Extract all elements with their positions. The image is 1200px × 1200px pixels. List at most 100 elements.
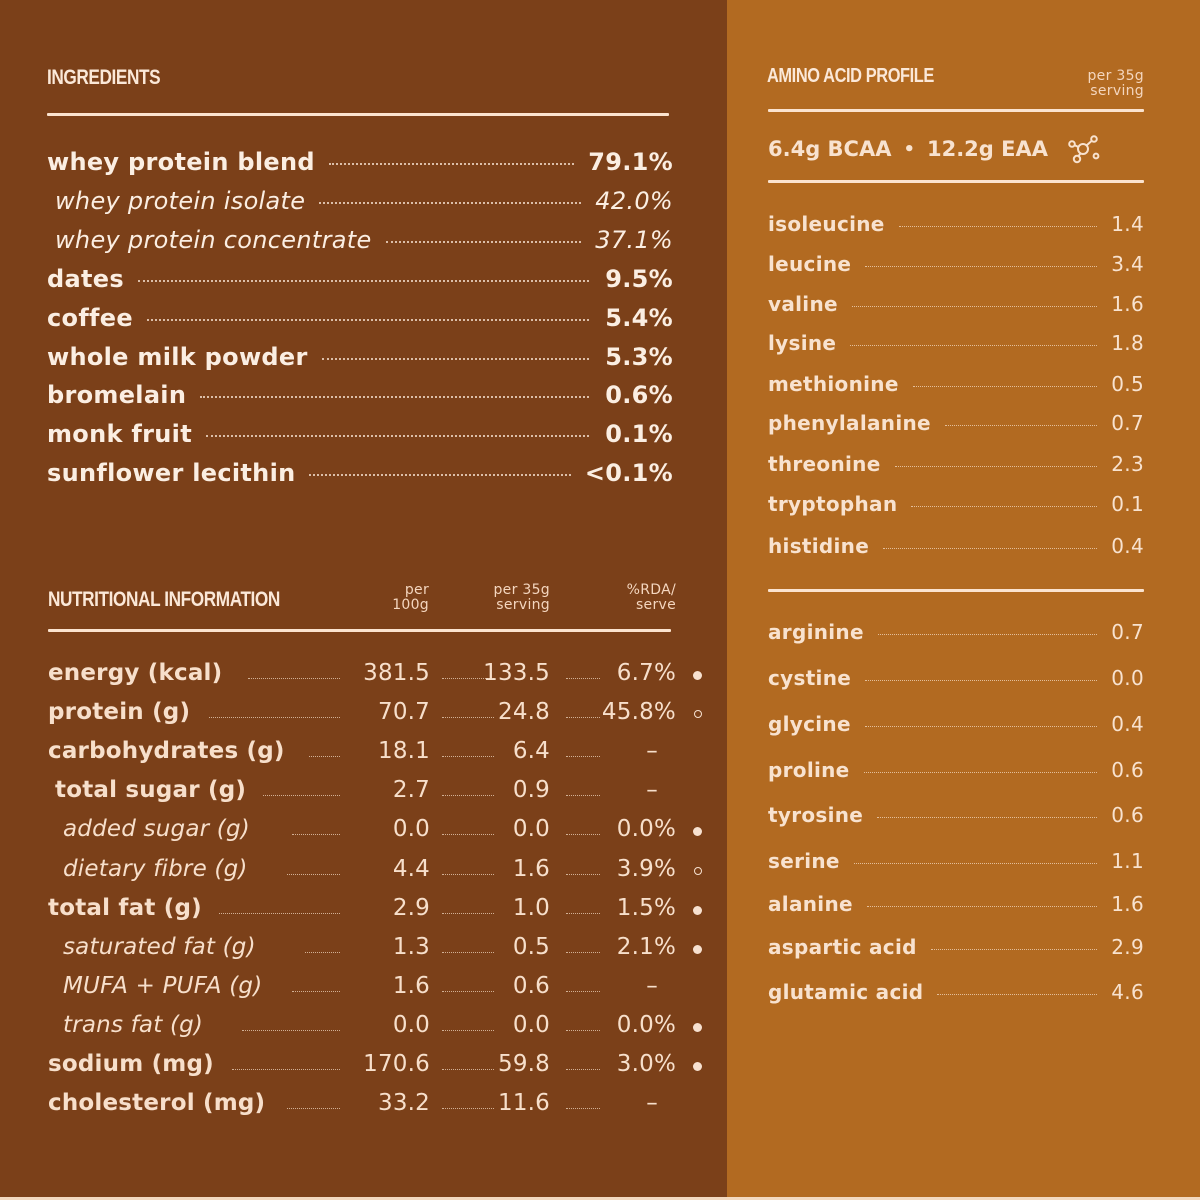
amino-row: methionine 0.5 [768,372,1144,400]
nutrition-row: MUFA + PUFA (g) 1.6 0.6 – [48,973,708,1005]
dot-leader [566,873,600,875]
rda-value: 1.5% [616,894,676,921]
amino-name: isoleucine [768,212,885,236]
nutrient-name: dietary fibre (g) [63,855,248,882]
per-serving-value: 0.5 [512,933,550,960]
dot-leader [566,1108,600,1110]
ingredient-percent: <0.1% [584,459,673,487]
rda-filled-dot-icon [693,1062,702,1071]
amino-name: proline [768,758,850,782]
dot-leader [287,1108,340,1110]
ingredient-name: coffee [47,304,133,332]
rda-value: 6.7% [616,660,676,686]
nutrition-row: added sugar (g) 0.0 0.0 0.0% [48,816,708,848]
dot-leader [442,834,494,836]
dot-leader [442,1108,494,1110]
ingredient-name: whey protein blend [47,148,315,176]
ingredient-row: whey protein isolate 42.0% [55,187,673,219]
nutrient-name: added sugar (g) [63,816,250,843]
dot-leader [863,772,1098,773]
dot-leader [566,951,600,953]
ingredient-row: coffee 5.4% [47,304,673,336]
ingredient-percent: 0.1% [605,420,673,448]
dot-leader [566,834,600,836]
ingredient-row: bromelain 0.6% [47,381,673,413]
ingredient-percent: 37.1% [595,226,673,254]
nutrient-name: trans fat (g) [63,1011,204,1038]
amino-name: leucine [768,252,852,276]
dot-leader [898,226,1098,227]
per-100g-value: 0.0 [392,1011,430,1038]
amino-value: 0.5 [1111,372,1144,396]
nutrition-row: sodium (mg) 170.6 59.8 3.0% [48,1051,708,1083]
ingredient-percent: 42.0% [595,187,673,215]
amino-unit-label: per 35g serving [1087,68,1144,99]
amino-divider-lower [768,589,1144,592]
nutrient-name: energy (kcal) [48,660,223,686]
dot-leader [442,1069,494,1070]
amino-row: arginine 0.7 [768,620,1144,648]
dot-leader [442,912,494,914]
dot-leader [911,506,1098,507]
amino-value: 0.1 [1111,492,1144,516]
nutrient-name: sodium (mg) [48,1051,214,1077]
per-100g-value: 381.5 [363,660,430,686]
molecule-icon [1068,135,1100,164]
amino-name: aspartic acid [768,935,917,959]
nutrition-title: NUTRITIONAL INFORMATION [48,588,280,611]
dot-leader [442,1029,494,1031]
column-header-rda: %RDA/ serve [626,582,676,613]
rda-filled-dot-icon [693,671,702,680]
amino-value: 2.9 [1111,935,1144,959]
amino-name: lysine [768,331,837,355]
amino-row: isoleucine 1.4 [768,212,1144,240]
amino-value: 4.6 [1111,980,1144,1004]
ingredients-divider [47,113,669,116]
dot-leader [944,425,1098,426]
per-serving-value: 24.8 [497,699,550,726]
amino-row: tyrosine 0.6 [768,803,1144,831]
per-serving-value: 0.6 [512,972,550,999]
amino-name: cystine [768,666,852,690]
amino-name: methionine [768,372,899,396]
amino-divider-mid [768,180,1144,183]
ingredient-row: monk fruit 0.1% [47,420,673,452]
amino-row: phenylalanine 0.7 [768,411,1144,439]
nutrition-row: total sugar (g) 2.7 0.9 – [48,777,708,809]
amino-value: 0.4 [1111,534,1144,558]
dot-leader [865,266,1098,267]
nutrient-name: carbohydrates (g) [48,738,285,765]
dot-leader [442,717,494,719]
rda-value: 2.1% [616,933,676,960]
dot-leader [566,912,600,914]
dot-leader [328,163,575,165]
nutrition-row: carbohydrates (g) 18.1 6.4 – [48,738,708,770]
per-serving-value: 1.6 [512,855,550,882]
amino-value: 1.4 [1111,212,1144,236]
dot-leader [937,994,1098,995]
dot-leader [930,949,1098,950]
dot-leader [853,863,1098,864]
dot-leader [851,306,1098,307]
dot-leader [566,678,600,679]
column-header-per-100g: per 100g [392,582,429,613]
per-serving-value: 59.8 [497,1051,550,1077]
nutrition-row: trans fat (g) 0.0 0.0 0.0% [48,1012,708,1044]
dot-leader [877,634,1098,635]
bcaa-eaa-summary: 6.4g BCAA • 12.2g EAA [768,134,1102,164]
ingredient-percent: 79.1% [588,148,673,176]
per-serving-value: 0.9 [512,777,550,804]
nutrition-row: protein (g) 70.7 24.8 45.8% [48,699,708,731]
dot-leader [263,795,340,797]
dot-leader [442,951,494,953]
amino-name: histidine [768,534,870,558]
dot-leader [200,396,589,398]
amino-row: proline 0.6 [768,758,1144,786]
per-100g-value: 33.2 [377,1090,430,1117]
dot-leader [442,990,494,992]
dot-leader [205,435,589,437]
ingredient-name: whole milk powder [47,343,308,371]
rda-filled-dot-icon [693,1022,702,1032]
amino-value: 1.1 [1111,849,1144,873]
dot-leader [566,1029,600,1031]
